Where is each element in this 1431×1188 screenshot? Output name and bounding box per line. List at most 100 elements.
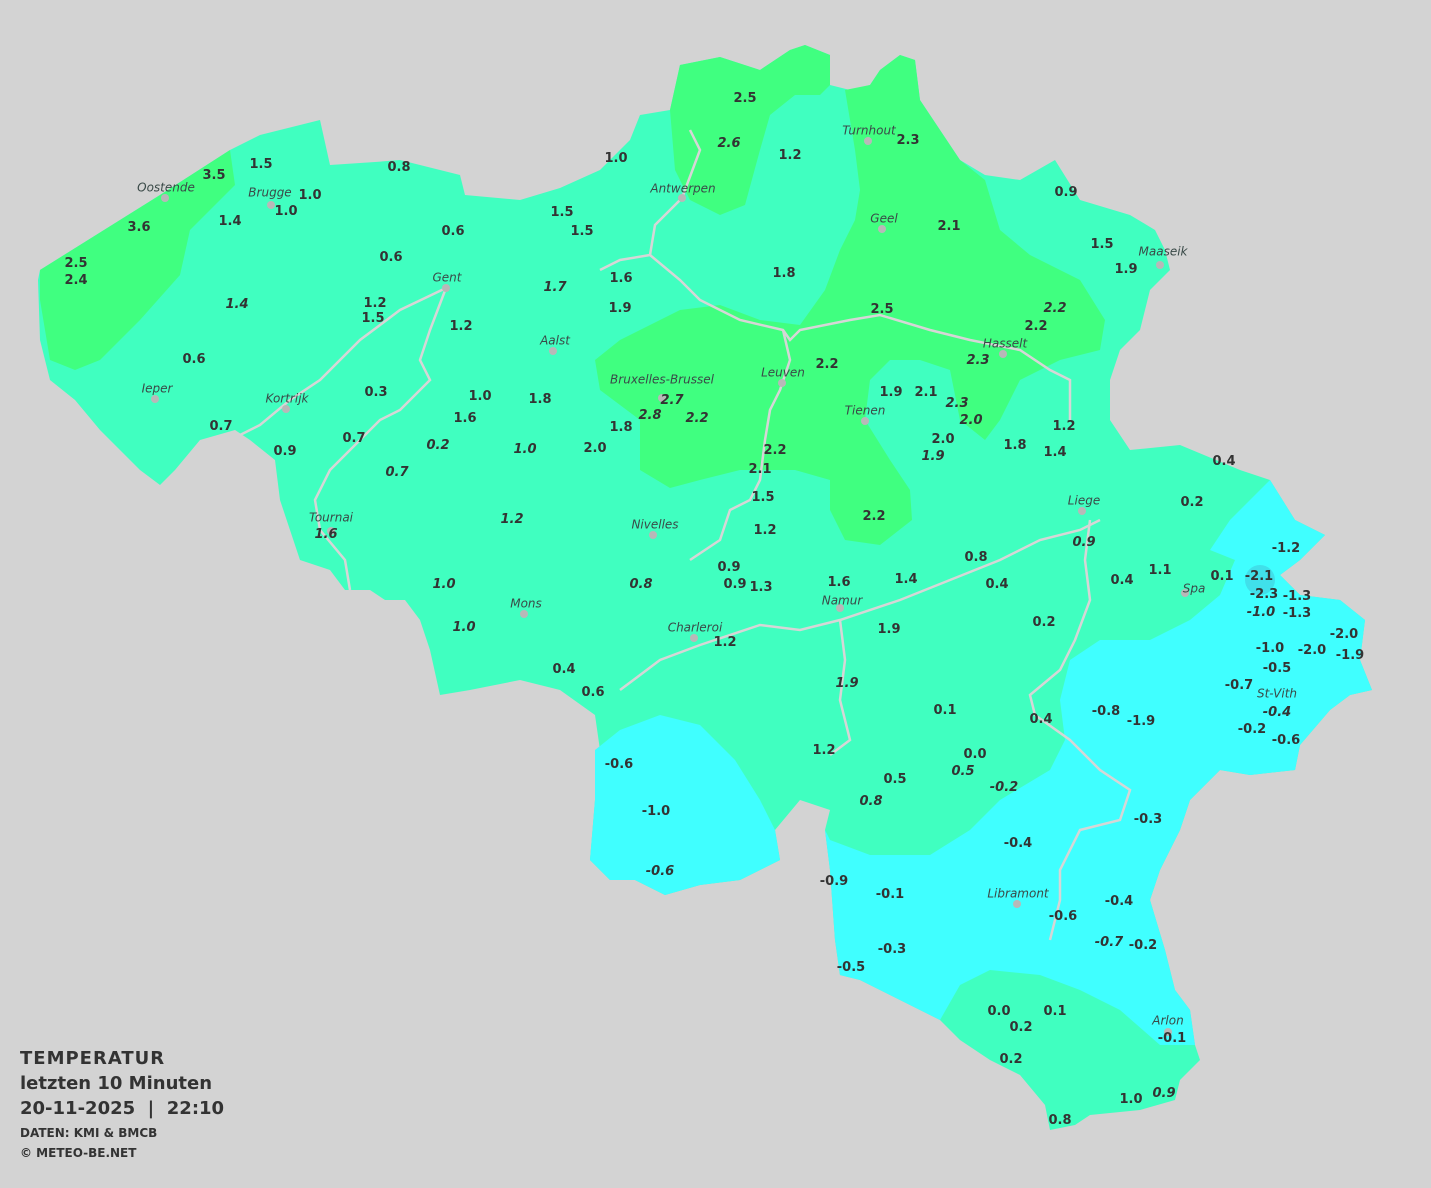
temperature-reading: -0.8: [1091, 704, 1121, 719]
city-dot: [864, 137, 872, 145]
city-dot: [836, 604, 844, 612]
temperature-reading: -2.3: [1249, 587, 1279, 602]
temperature-reading: 2.1: [937, 219, 961, 234]
city-label: Nivelles: [631, 517, 679, 532]
temperature-reading: 2.0: [583, 441, 607, 456]
temperature-reading: 1.2: [713, 635, 737, 650]
temperature-reading: -1.0: [1255, 641, 1285, 656]
temperature-reading: 1.9: [608, 301, 632, 316]
temperature-reading: 0.3: [364, 385, 388, 400]
zone-very-cold-spot: [1245, 565, 1275, 595]
city-label: Charleroi: [667, 620, 723, 635]
temperature-reading: 2.3: [896, 133, 920, 148]
temperature-reading: 1.2: [500, 512, 524, 527]
temperature-reading: -0.5: [1262, 661, 1292, 676]
temperature-reading: 1.6: [827, 575, 851, 590]
temperature-reading: 1.8: [528, 392, 552, 407]
temperature-reading: 0.4: [1110, 573, 1134, 588]
city-label: Aalst: [540, 333, 570, 348]
city-label: Spa: [1182, 581, 1206, 596]
city-label: Geel: [870, 211, 898, 226]
temperature-reading: 1.2: [1052, 419, 1076, 434]
temperature-reading: 0.8: [387, 160, 411, 175]
temperature-reading: 1.2: [778, 148, 802, 163]
temperature-reading: 1.0: [298, 188, 322, 203]
city-dot: [442, 284, 450, 292]
temperature-reading: -0.3: [877, 942, 907, 957]
temperature-reading: 2.6: [717, 136, 741, 151]
temperature-reading: 1.9: [1114, 262, 1138, 277]
temperature-reading: 0.0: [987, 1004, 1011, 1019]
city-dot: [151, 395, 159, 403]
city-dot: [161, 194, 169, 202]
temperature-reading: -0.6: [645, 864, 675, 879]
temperature-reading: 0.9: [1152, 1086, 1176, 1101]
temperature-reading: 1.2: [812, 743, 836, 758]
temperature-reading: -2.0: [1329, 627, 1359, 642]
temperature-reading: 0.9: [723, 577, 747, 592]
city-dot: [690, 634, 698, 642]
temperature-reading: -0.3: [1133, 812, 1163, 827]
temperature-reading: 2.2: [815, 357, 839, 372]
temperature-reading: -2.1: [1244, 569, 1274, 584]
temperature-reading: 3.6: [127, 220, 151, 235]
temperature-reading: 2.1: [914, 385, 938, 400]
river-line: [829, 619, 852, 756]
temperature-reading: 1.4: [1043, 445, 1067, 460]
legend-subtitle: letzten 10 Minuten: [20, 1073, 213, 1094]
temperature-reading: 0.6: [581, 685, 605, 700]
temperature-reading: -0.4: [1104, 894, 1134, 909]
temperature-reading: 1.0: [513, 442, 537, 457]
temperature-reading: 0.8: [629, 577, 653, 592]
temperature-reading: 1.5: [249, 157, 273, 172]
temperature-reading: 0.9: [1072, 535, 1096, 550]
temperature-reading: -0.9: [819, 874, 849, 889]
temperature-reading: 2.2: [1043, 301, 1067, 316]
temperature-reading: 1.2: [753, 523, 777, 538]
temperature-reading: 0.6: [182, 352, 206, 367]
map-legend: TEMPERATUR letzten 10 Minuten 20-11-2025…: [20, 1046, 224, 1163]
city-label: Tienen: [844, 403, 886, 418]
temperature-reading: -1.0: [641, 804, 671, 819]
city-dot: [658, 394, 666, 402]
temperature-reading: 0.4: [985, 577, 1009, 592]
temperature-reading: 1.0: [468, 389, 492, 404]
temperature-reading: 0.5: [951, 764, 975, 779]
temperature-reading: 2.2: [685, 411, 709, 426]
temperature-reading: 1.4: [894, 572, 918, 587]
temperature-reading: 2.5: [870, 302, 894, 317]
city-dot: [1181, 589, 1189, 597]
temperature-reading: 1.2: [449, 319, 473, 334]
temperature-reading: 0.2: [999, 1052, 1023, 1067]
temperature-reading: 1.7: [543, 280, 567, 295]
temperature-reading: -0.4: [1262, 705, 1292, 720]
city-dot: [327, 527, 335, 535]
city-label: Kortrijk: [265, 391, 309, 406]
river-line: [313, 287, 448, 591]
temperature-reading: 1.6: [314, 527, 338, 542]
river-line: [689, 329, 792, 562]
temperature-reading: 0.8: [1048, 1113, 1072, 1128]
temperature-reading: 0.5: [883, 772, 907, 787]
temperature-reading: 0.1: [1043, 1004, 1067, 1019]
temperature-reading: -0.7: [1224, 678, 1254, 693]
temperature-reading: 0.4: [1029, 712, 1053, 727]
temperature-reading: 0.2: [1180, 495, 1204, 510]
city-label: Turnhout: [842, 123, 896, 138]
legend-copyright: © METEO-BE.NET: [20, 1146, 137, 1160]
city-label: Leuven: [761, 365, 805, 380]
temperature-reading: 0.9: [273, 444, 297, 459]
city-dot: [678, 194, 686, 202]
temperature-reading: 1.8: [609, 420, 633, 435]
temperature-reading: -1.3: [1282, 606, 1312, 621]
temperature-reading: 1.5: [550, 205, 574, 220]
temperature-reading: 0.7: [342, 431, 366, 446]
river-line: [1028, 519, 1132, 941]
temperature-reading: -0.5: [836, 960, 866, 975]
river-line: [619, 518, 1101, 691]
temperature-reading: -0.6: [604, 757, 634, 772]
temperature-reading: 0.1: [933, 703, 957, 718]
temperature-reading: 2.2: [862, 509, 886, 524]
city-dot: [267, 201, 275, 209]
temperature-reading: 1.9: [879, 385, 903, 400]
